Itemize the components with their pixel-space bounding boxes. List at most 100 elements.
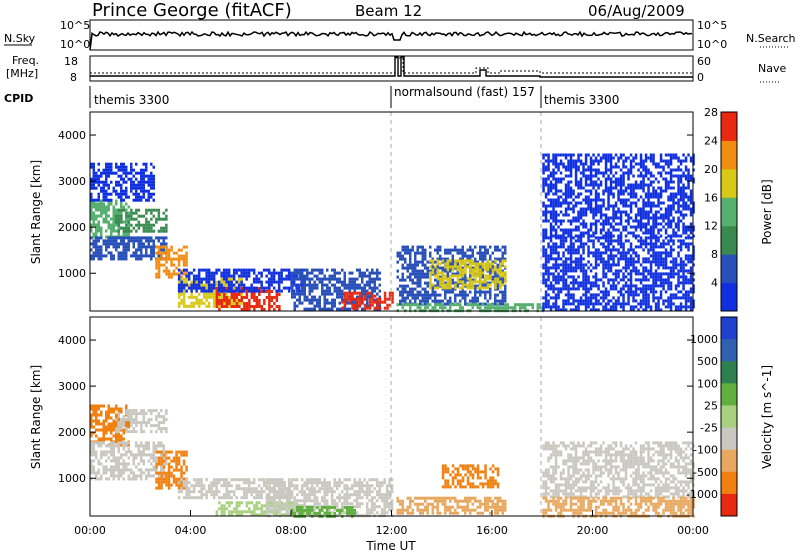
velocity-colorbar-swatch — [721, 427, 737, 451]
velocity-ytick-label: 4000 — [58, 334, 86, 347]
velocity-colorbar-tick: -500 — [693, 466, 718, 479]
power-ytick-label: 1000 — [58, 267, 86, 280]
freq-tick-left-bottom: 8 — [70, 71, 77, 84]
velocity-region — [115, 409, 168, 434]
power-ytick-label: 4000 — [58, 129, 86, 142]
velocity-region — [441, 464, 500, 489]
velocity-colorbar-swatch — [721, 471, 737, 495]
power-region — [429, 259, 507, 290]
nsky-tick-right-bottom: 10^0 — [697, 38, 727, 51]
velocity-ylabel: Slant Range [km] — [29, 365, 43, 469]
velocity-colorbar-tick: 100 — [697, 377, 718, 390]
velocity-yaxis: 1000 2000 3000 4000 — [58, 334, 693, 485]
station-title: Prince George (fitACF) — [92, 0, 292, 21]
power-colorbar-swatch — [721, 225, 737, 255]
power-region — [115, 208, 168, 233]
time-axis-label: Time UT — [365, 539, 416, 553]
power-ytick-label: 2000 — [58, 221, 86, 234]
nave-trace — [90, 57, 693, 74]
freq-trace — [90, 56, 693, 78]
freq-tick-right-bottom: 0 — [697, 71, 704, 84]
power-colorbar-tick: 4 — [711, 277, 718, 290]
date-title: 06/Aug/2009 — [588, 2, 685, 20]
velocity-colorbar-swatch — [721, 361, 737, 384]
velocity-panel: 1000 2000 3000 4000 00:00 04:00 08:00 12:00 16:… — [29, 316, 774, 553]
power-colorbar-frame — [720, 111, 738, 312]
power-colorbar-tick: 28 — [704, 106, 718, 119]
cpid-strip: CPID themis 3300 normalsound (fast) 157 … — [4, 85, 619, 108]
velocity-colorbar-swatch — [721, 317, 737, 340]
power-ytick-label: 3000 — [58, 175, 86, 188]
power-yaxis: 1000 2000 3000 4000 — [58, 129, 693, 280]
nsky-label: N.Sky — [4, 32, 36, 45]
velocity-colorbar-tick: -25 — [700, 422, 718, 435]
velocity-colorbar-tick: 25 — [704, 399, 718, 412]
velocity-ytick-label: 1000 — [58, 472, 86, 485]
velocity-colorbar-swatch — [721, 383, 737, 406]
time-tick-label: 04:00 — [175, 524, 207, 537]
time-tick-label: 00:00 — [677, 524, 709, 537]
velocity-colorbar-tick: -100 — [693, 444, 718, 457]
velocity-region — [215, 501, 306, 517]
power-colorbar-swatch — [721, 282, 737, 312]
cpid-segment-1: themis 3300 — [94, 93, 169, 107]
velocity-colorbar-swatch — [721, 449, 737, 473]
nsearch-label: N.Search — [746, 32, 796, 45]
power-cells — [90, 153, 695, 313]
velocity-colorbar-swatch — [721, 493, 737, 517]
velocity-colorbar-tick: -1000 — [686, 488, 718, 501]
time-tick-label: 20:00 — [577, 524, 609, 537]
nsky-trace — [89, 30, 693, 51]
nsky-tick-left-top: 10^5 — [60, 19, 90, 32]
velocity-colorbar-label: Velocity [m s^-1] — [760, 365, 774, 469]
velocity-ytick-label: 2000 — [58, 426, 86, 439]
velocity-colorbar-swatch — [721, 339, 737, 362]
time-tick-label: 12:00 — [376, 524, 408, 537]
freq-label-line1: Freq. — [12, 54, 39, 67]
velocity-colorbar-tick: 1000 — [690, 333, 718, 346]
freq-label-line2: [MHz] — [6, 67, 38, 80]
power-region — [341, 291, 394, 310]
power-region — [90, 199, 130, 239]
velocity-colorbar: 1000 500 100 25 -25 -100 -500 -1000 — [686, 316, 738, 517]
cpid-label: CPID — [4, 92, 33, 105]
velocity-region — [155, 450, 188, 490]
power-colorbar-tick: 16 — [704, 191, 718, 204]
velocity-cells — [90, 404, 695, 518]
time-tick-label: 08:00 — [275, 524, 307, 537]
power-frame — [89, 111, 694, 312]
power-colorbar-swatch — [721, 112, 737, 141]
nsky-tick-right-top: 10^5 — [697, 19, 727, 32]
velocity-colorbar-tick: 500 — [697, 355, 718, 368]
power-panel: 1000 2000 3000 4000 Slant Range [km] 4 8 12 16… — [29, 106, 774, 313]
power-region — [542, 236, 695, 312]
power-colorbar-tick: 8 — [711, 248, 718, 261]
power-ylabel: Slant Range [km] — [29, 160, 43, 264]
nsky-strip: N.Sky 10^5 10^0 10^5 10^0 N.Search — [4, 19, 796, 51]
power-colorbar-swatch — [721, 197, 737, 227]
velocity-colorbar-frame — [720, 316, 738, 517]
time-tick-label: 00:00 — [74, 524, 106, 537]
time-axis: 00:00 04:00 08:00 12:00 16:00 20:00 00:00 — [74, 510, 709, 537]
cpid-segment-3: themis 3300 — [544, 93, 619, 107]
freq-tick-right-top: 60 — [697, 55, 711, 68]
power-colorbar-tick: 12 — [704, 220, 718, 233]
power-colorbar-swatch — [721, 168, 737, 198]
power-region — [542, 153, 695, 238]
beam-title: Beam 12 — [355, 2, 422, 20]
power-colorbar-tick: 20 — [704, 163, 718, 176]
power-region — [155, 245, 188, 279]
freq-tick-left-top: 18 — [64, 55, 78, 68]
nave-label: Nave — [758, 62, 786, 75]
time-tick-label: 16:00 — [476, 524, 508, 537]
power-colorbar-swatch — [721, 140, 737, 170]
velocity-ytick-label: 3000 — [58, 380, 86, 393]
power-colorbar-label: Power [dB] — [760, 179, 774, 244]
power-region — [90, 162, 155, 202]
cpid-segment-2: normalsound (fast) 157 — [394, 85, 535, 99]
power-colorbar-swatch — [721, 254, 737, 284]
velocity-colorbar-swatch — [721, 405, 737, 429]
nsky-tick-left-bottom: 10^0 — [60, 38, 90, 51]
power-colorbar-tick: 24 — [704, 134, 718, 147]
